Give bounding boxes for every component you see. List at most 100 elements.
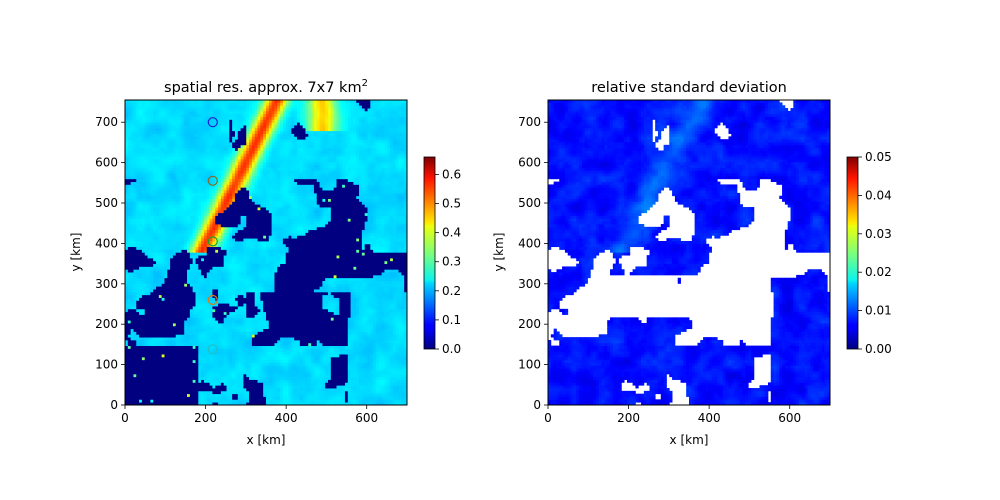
heatmap-cell <box>150 300 154 304</box>
heatmap-cell <box>181 102 185 106</box>
heatmap-cell <box>147 325 151 330</box>
heatmap-cell <box>161 226 165 231</box>
heatmap-cell <box>136 147 140 151</box>
heatmap-cell <box>139 362 143 366</box>
heatmap-cell <box>232 156 236 160</box>
heatmap-cell <box>203 348 208 352</box>
heatmap-cell <box>187 125 191 129</box>
heatmap-cell <box>206 351 210 355</box>
heatmap-cell <box>127 204 132 208</box>
heatmap-cell <box>209 300 213 304</box>
heatmap-cell <box>246 289 250 293</box>
heatmap-cell <box>240 170 244 174</box>
heatmap-cell <box>178 297 182 301</box>
heatmap-cell <box>144 402 148 405</box>
heatmap-cell <box>223 164 227 168</box>
heatmap-cell <box>136 362 140 366</box>
heatmap-cell <box>172 297 177 301</box>
heatmap-cell <box>178 201 182 205</box>
heatmap-cell <box>175 147 179 151</box>
heatmap-cell <box>175 192 179 197</box>
heatmap-cell <box>167 190 171 194</box>
heatmap-cell <box>184 246 188 250</box>
heatmap-cell <box>249 303 253 307</box>
heatmap-cell <box>130 229 134 233</box>
heatmap-cell <box>209 198 213 202</box>
heatmap-cell <box>167 328 171 332</box>
heatmap-cell <box>153 393 157 397</box>
heatmap-cell <box>226 212 230 216</box>
heatmap-cell <box>170 283 174 287</box>
heatmap-cell <box>206 252 210 256</box>
heatmap-cell <box>215 133 219 137</box>
heatmap-cell <box>237 266 242 270</box>
heatmap-cell <box>156 291 160 296</box>
heatmap-cell <box>125 125 129 129</box>
heatmap-cell <box>192 399 196 403</box>
heatmap-cell <box>136 399 140 403</box>
heatmap-cell <box>226 113 230 117</box>
heatmap-cell <box>164 246 168 250</box>
heatmap-cell <box>127 100 132 103</box>
heatmap-cell <box>209 294 213 298</box>
heatmap-cell <box>175 116 179 120</box>
heatmap-cell <box>212 201 216 205</box>
heatmap-cell <box>198 376 202 380</box>
heatmap-cell <box>136 190 140 194</box>
heatmap-cell <box>136 133 140 137</box>
heatmap-cell <box>156 198 160 202</box>
heatmap-cell <box>130 317 134 321</box>
heatmap-cell <box>187 207 191 211</box>
heatmap-cell <box>203 147 208 151</box>
heatmap-cell <box>133 201 137 205</box>
heatmap-cell <box>218 136 222 140</box>
heatmap-cell <box>161 105 165 109</box>
heatmap-cell <box>133 139 137 143</box>
heatmap-cell <box>229 153 233 157</box>
heatmap-cell <box>141 209 146 214</box>
heatmap-cell <box>130 255 134 259</box>
heatmap-cell <box>125 224 129 228</box>
heatmap-cell <box>133 382 137 386</box>
heatmap-cell <box>184 289 188 293</box>
heatmap-cell <box>181 388 185 392</box>
heatmap-cell <box>246 300 250 304</box>
heatmap-cell <box>187 311 191 315</box>
heatmap-cell <box>127 195 132 199</box>
heatmap-cell <box>251 164 256 168</box>
heatmap-cell <box>234 102 239 106</box>
heatmap-cell <box>184 373 188 378</box>
heatmap-cell <box>226 122 230 126</box>
heatmap-cell <box>187 354 191 358</box>
heatmap-cell <box>144 272 148 276</box>
heatmap-cell <box>144 113 148 117</box>
heatmap-cell <box>141 238 146 242</box>
heatmap-cell <box>229 170 233 174</box>
heatmap-cell <box>198 331 202 335</box>
heatmap-cell <box>220 289 225 293</box>
heatmap-cell <box>226 354 230 358</box>
heatmap-cell <box>147 108 151 112</box>
heatmap-cell <box>232 339 236 344</box>
heatmap-cell <box>195 297 199 301</box>
heatmap-cell <box>232 263 236 267</box>
heatmap-cell <box>130 339 134 344</box>
heatmap-cell <box>229 300 233 304</box>
heatmap-cell <box>215 322 219 327</box>
heatmap-cell <box>184 229 188 233</box>
heatmap-cell <box>206 125 210 129</box>
heatmap-cell <box>156 232 160 236</box>
heatmap-cell <box>130 192 134 197</box>
heatmap-cell <box>237 294 242 298</box>
heatmap-cell <box>206 229 210 233</box>
heatmap-cell <box>181 136 185 140</box>
heatmap-cell <box>192 147 196 151</box>
heatmap-cell <box>181 167 185 171</box>
heatmap-cell <box>243 272 247 276</box>
heatmap-cell <box>198 224 202 228</box>
heatmap-cell <box>164 198 168 202</box>
heatmap-cell <box>232 187 236 191</box>
heatmap-cell <box>141 359 146 363</box>
heatmap-cell <box>156 272 160 276</box>
heatmap-cell <box>187 156 191 160</box>
